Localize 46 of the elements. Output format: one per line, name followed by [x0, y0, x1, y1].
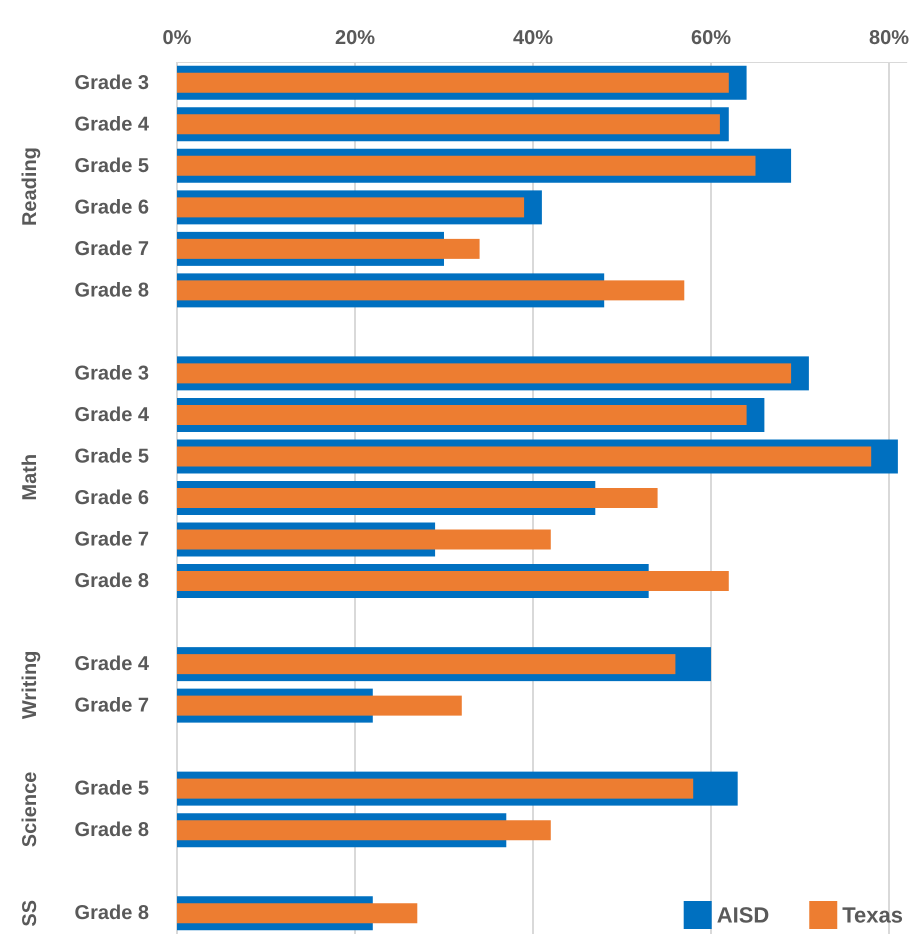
bar: [177, 571, 729, 592]
y-tick-label: Grade 7: [74, 528, 149, 551]
bar: [177, 114, 720, 134]
legend-label: Texas: [842, 902, 904, 928]
text: SS: [19, 900, 41, 927]
bar: [177, 446, 872, 466]
x-tick-label: 20%: [334, 27, 376, 49]
y-tick-label: Grade 6: [74, 487, 149, 509]
y-tick-label: Grade 3: [74, 72, 149, 94]
bar: [177, 72, 729, 93]
y-tick-label: Grade 8: [74, 570, 149, 592]
y-tick-label: Grade 5: [74, 154, 149, 177]
x-tick-label: 60%: [690, 27, 732, 49]
y-tick-label: Grade 3: [74, 362, 149, 384]
text: Math: [19, 454, 41, 501]
bar: [177, 903, 418, 924]
y-tick-label: Grade 8: [74, 819, 149, 842]
y-tick-label: Grade 8: [74, 902, 149, 924]
x-tick-label: 40%: [512, 27, 554, 49]
bar: [177, 197, 524, 218]
y-tick-label: Grade 4: [74, 653, 150, 676]
bar: [177, 778, 694, 799]
y-tick-label: Grade 8: [74, 279, 149, 302]
text: Science: [19, 772, 41, 848]
bar: [177, 654, 676, 674]
y-tick-label: Grade 7: [74, 694, 149, 717]
y-tick-label: Grade 6: [74, 196, 149, 218]
y-tick-label: Grade 5: [74, 778, 149, 800]
text: Writing: [19, 650, 41, 720]
bar: [177, 530, 551, 550]
bar: [177, 820, 551, 840]
y-tick-label: Grade 7: [74, 238, 149, 260]
bar: [177, 156, 756, 176]
bar: [177, 404, 747, 425]
bar: [177, 696, 462, 716]
x-tick-label: 0%: [162, 27, 192, 49]
bar: [177, 280, 684, 300]
text: Reading: [19, 147, 41, 226]
bar: [177, 488, 658, 508]
y-tick-label: Grade 4: [74, 404, 150, 426]
x-tick-label: 80%: [868, 27, 910, 49]
bar: [177, 238, 480, 259]
y-tick-label: Grade 4: [74, 113, 150, 136]
legend-label: AISD: [716, 902, 770, 928]
y-tick-label: Grade 5: [74, 445, 149, 468]
bar: [177, 363, 792, 384]
